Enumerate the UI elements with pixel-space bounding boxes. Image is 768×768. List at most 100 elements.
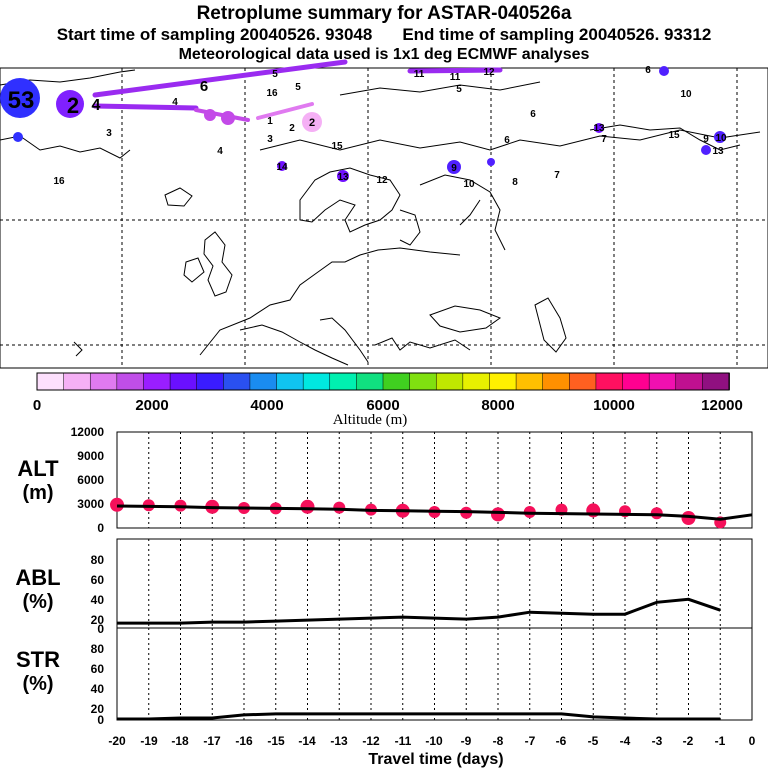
map-marker: 13 xyxy=(593,123,605,134)
str-ytick: 20 xyxy=(91,702,105,716)
alt-ylabel: ALT xyxy=(17,456,59,481)
colorbar-tick: 8000 xyxy=(481,397,514,414)
map-marker: 4 xyxy=(217,146,223,157)
colorbar-cell xyxy=(169,372,198,391)
alt-ytick: 9000 xyxy=(77,449,104,463)
x-tick: -4 xyxy=(620,734,631,748)
map-marker: 1 xyxy=(267,116,273,127)
map-marker: 6 xyxy=(645,65,651,76)
x-tick: -11 xyxy=(395,734,412,748)
map-marker: 13 xyxy=(712,146,724,157)
plume-line xyxy=(92,59,348,98)
coastline-britain xyxy=(203,231,233,297)
map-marker: 53 xyxy=(8,87,35,114)
plume-line xyxy=(256,102,314,120)
map-marker: 12 xyxy=(483,67,495,78)
map-marker: 12 xyxy=(376,175,388,186)
alt-line xyxy=(116,504,753,521)
map-panel: 53 2 4 6 5 16 5 4 3 4 3 2 1 2 15 14 13 1… xyxy=(0,59,768,369)
coastline xyxy=(589,124,741,151)
map-marker: 15 xyxy=(668,130,680,141)
plume-blob xyxy=(0,78,40,118)
colorbar-tick: 10000 xyxy=(593,397,635,414)
plume-blob xyxy=(701,145,711,155)
colorbar-cell xyxy=(302,372,331,391)
map-marker: 2 xyxy=(289,123,295,134)
map-marker: 4 xyxy=(172,97,178,108)
x-tick: -16 xyxy=(235,734,253,748)
colorbar-cell xyxy=(515,372,544,391)
map-marker: 11 xyxy=(450,72,461,83)
coastline xyxy=(459,199,481,226)
alt-point xyxy=(300,499,315,514)
x-tick: -14 xyxy=(298,734,316,748)
coastline-iceland xyxy=(164,187,193,207)
alt-ytick: 0 xyxy=(97,521,104,535)
plume-line xyxy=(92,103,199,111)
colorbar-cell xyxy=(648,372,677,391)
alt-ytick: 6000 xyxy=(77,473,104,487)
map-marker: 9 xyxy=(703,134,709,145)
colorbar-cell xyxy=(409,372,438,391)
map-marker: 7 xyxy=(601,134,607,145)
colorbar-cell xyxy=(143,372,171,391)
plume-blob xyxy=(204,109,216,121)
sampling-times: Start time of sampling 20040526. 93048 En… xyxy=(0,25,768,45)
alt-panel-frame xyxy=(116,431,753,529)
colorbar-cell xyxy=(542,372,571,391)
colorbar-label: Altitude (m) xyxy=(333,412,408,428)
timeseries-panels: 12000 9000 6000 3000 0 ALT (m) 80 60 40 … xyxy=(15,425,755,768)
colorbar-cell xyxy=(356,372,384,391)
abl-ylabel-unit: (%) xyxy=(22,591,53,613)
plume-blob xyxy=(302,112,322,132)
x-axis-ticks: -20 -19 -18 -17 -16 -15 -14 -13 -12 -11 … xyxy=(108,734,755,748)
str-ytick: 40 xyxy=(91,682,105,696)
alt-ytick: 12000 xyxy=(71,425,105,439)
chart-title: Retroplume summary for ASTAR-040526a xyxy=(196,3,572,24)
abl-ylabel: ABL xyxy=(15,565,60,590)
colorbar-cell xyxy=(489,372,517,391)
map-marker: 5 xyxy=(295,82,301,93)
abl-ytick: 60 xyxy=(91,573,105,587)
colorbar-cell xyxy=(462,372,491,391)
str-ytick: 0 xyxy=(97,713,104,727)
plume-blob xyxy=(714,131,726,143)
x-tick: -7 xyxy=(525,734,536,748)
abl-ytick: 40 xyxy=(91,593,105,607)
alt-ylabel-unit: (m) xyxy=(22,482,53,504)
map-frame xyxy=(0,67,768,369)
map-marker: 6 xyxy=(200,78,208,95)
panel-gridlines xyxy=(148,432,721,720)
map-marker: 13 xyxy=(337,172,349,183)
colorbar-cells xyxy=(36,372,730,391)
colorbar-ticks: 0 2000 4000 6000 8000 10000 12000 xyxy=(33,397,743,414)
map-marker: 15 xyxy=(331,141,343,152)
colorbar-cell xyxy=(36,372,65,391)
plume-blob xyxy=(337,170,349,182)
alt-point xyxy=(333,501,346,514)
coastline-ireland xyxy=(183,257,205,283)
plume-markers: 53 2 4 6 5 16 5 4 3 4 3 2 1 2 15 14 13 1… xyxy=(8,65,727,190)
alt-point xyxy=(681,511,696,525)
colorbar-tick: 0 xyxy=(33,397,41,414)
coastlines xyxy=(0,69,761,366)
coastline-scandinavia xyxy=(299,167,401,233)
map-marker: 10 xyxy=(715,133,727,144)
x-tick: -10 xyxy=(425,734,443,748)
x-tick: -13 xyxy=(330,734,348,748)
map-marker: 4 xyxy=(92,97,101,114)
map-marker: 6 xyxy=(504,135,510,146)
map-marker: 11 xyxy=(414,69,425,80)
x-tick: 0 xyxy=(749,734,756,748)
plume-blob xyxy=(659,66,669,76)
alt-ytick: 3000 xyxy=(77,497,104,511)
map-marker: 6 xyxy=(530,109,536,120)
str-panel-frame xyxy=(116,627,753,721)
x-tick: -9 xyxy=(461,734,472,748)
coastline xyxy=(419,174,506,251)
x-tick: -19 xyxy=(140,734,158,748)
coastline xyxy=(73,341,83,357)
x-tick: -15 xyxy=(267,734,285,748)
str-panel: 80 60 40 20 0 STR (%) xyxy=(16,627,753,727)
